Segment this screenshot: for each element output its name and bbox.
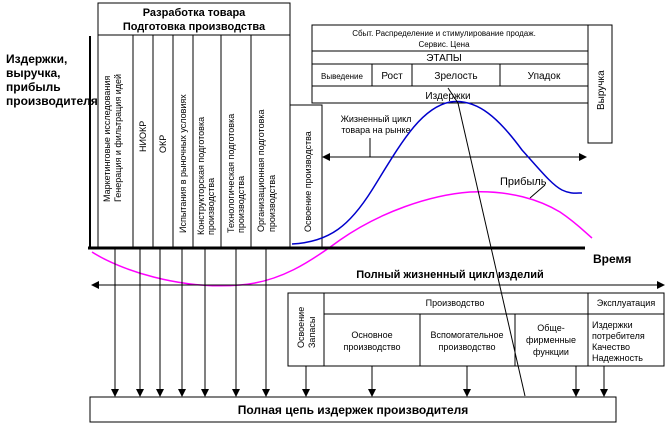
dev-col-niokr: НИОКР bbox=[138, 121, 148, 152]
production-box bbox=[287, 292, 665, 367]
stage-introduction: Выведение bbox=[321, 72, 364, 81]
dev-col-testing: Испытания в рыночных условиях bbox=[178, 94, 188, 233]
consumer-4: Надежность bbox=[592, 353, 643, 363]
consumer-1: Издержки bbox=[592, 320, 633, 330]
dev-col-design-2: производства bbox=[206, 178, 216, 235]
y-axis-label-4: производителя bbox=[6, 94, 98, 108]
stage-growth: Рост bbox=[381, 71, 403, 82]
revenue-label: Выручка bbox=[596, 70, 607, 110]
dev-col-technology-1: Технологическая подготовка bbox=[226, 114, 236, 233]
market-title-1: Сбыт. Распределение и стимулирование про… bbox=[352, 29, 536, 38]
y-axis-label-2: выручка, bbox=[6, 66, 60, 80]
y-axis-label-1: Издержки, bbox=[6, 52, 67, 66]
dev-col-okr: ОКР bbox=[158, 135, 168, 153]
dev-col-organization-2: производства bbox=[267, 175, 277, 232]
y-axis-label-3: прибыль bbox=[6, 80, 61, 94]
cost-chain-label: Полная цепь издержек производителя bbox=[238, 403, 469, 417]
consumer-2: потребителя bbox=[592, 331, 645, 341]
dev-col-technology-2: производства bbox=[236, 176, 246, 233]
production-label: Производство bbox=[426, 298, 485, 308]
product-dev-title-1: Разработка товара bbox=[143, 7, 246, 19]
aux-production-2: производство bbox=[438, 342, 495, 352]
stage-maturity: Зрелость bbox=[434, 71, 477, 82]
time-axis-label: Время bbox=[593, 252, 631, 266]
dev-col-marketing-1: Маркетинговые исследования bbox=[102, 76, 112, 202]
dev-col-organization-1: Организационная подготовка bbox=[256, 109, 266, 232]
market-title-2: Сервис. Цена bbox=[418, 40, 470, 49]
stage-decline: Упадок bbox=[528, 71, 561, 82]
dev-col-design-1: Конструкторская подготовка bbox=[196, 117, 206, 235]
market-cycle-label-1: Жизненный цикл bbox=[341, 114, 412, 124]
full-cycle-label: Полный жизненный цикл изделий bbox=[356, 269, 544, 281]
general-functions-1: Обще- bbox=[537, 323, 564, 333]
revenue-box bbox=[587, 24, 613, 144]
market-cycle-label-2: товара на рынке bbox=[341, 125, 410, 135]
mastering-stock-2: Запасы bbox=[307, 317, 317, 348]
consumer-3: Качество bbox=[592, 342, 630, 352]
costs-label: Издержки bbox=[425, 91, 470, 102]
general-functions-3: функции bbox=[533, 347, 569, 357]
stages-label: ЭТАПЫ bbox=[426, 53, 462, 64]
product-dev-title-2: Подготовка производства bbox=[123, 21, 266, 33]
main-production-1: Основное bbox=[351, 330, 392, 340]
cost-chain-box bbox=[89, 396, 617, 423]
costs-pointer-line bbox=[447, 87, 459, 104]
exploitation-label: Эксплуатация bbox=[597, 298, 656, 308]
mastering-stock-1: Освоение bbox=[296, 307, 306, 348]
main-production-2: производство bbox=[343, 342, 400, 352]
profit-pointer bbox=[529, 184, 546, 199]
mastering-label: Освоение производства bbox=[303, 131, 313, 232]
aux-production-1: Вспомогательное bbox=[430, 330, 503, 340]
dev-col-marketing-2: Генерация и фильтрация идей bbox=[113, 74, 123, 202]
revenue-curve bbox=[291, 100, 583, 245]
profit-label: Прибыль bbox=[500, 176, 547, 188]
general-functions-2: фирменные bbox=[526, 335, 576, 345]
